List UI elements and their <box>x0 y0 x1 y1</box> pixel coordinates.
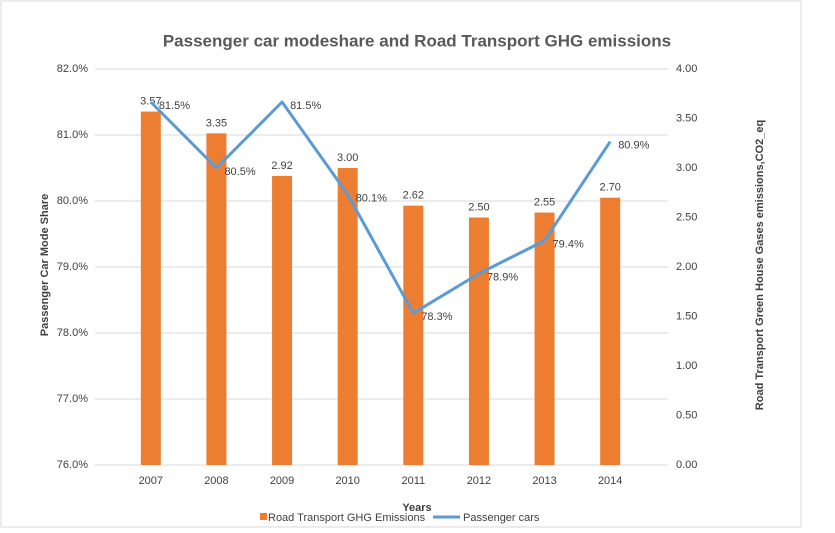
y2-tick-label: 0.00 <box>676 459 697 471</box>
legend-label: Passenger cars <box>463 512 540 524</box>
y2-tick-label: 4.00 <box>676 63 697 75</box>
line-label: 80.9% <box>618 140 649 152</box>
bar-label: 2.62 <box>403 190 424 202</box>
line-label: 78.9% <box>487 272 518 284</box>
bar <box>534 212 555 465</box>
y-tick-label: 76.0% <box>57 459 88 471</box>
line-label: 79.4% <box>553 239 584 251</box>
line-label: 81.5% <box>159 100 190 112</box>
y-tick-label: 78.0% <box>57 327 88 339</box>
line <box>149 100 612 315</box>
y-tick-label: 81.0% <box>57 129 88 141</box>
x-tick-label: 2008 <box>204 475 228 487</box>
y2-tick-label: 0.50 <box>676 409 697 421</box>
bar <box>337 168 358 465</box>
y2-axis-title: Road Transport Green House Gases emissio… <box>754 120 766 410</box>
legend-label: Road Transport GHG Emissions <box>268 512 426 524</box>
bar-label: 2.50 <box>468 201 489 213</box>
y-tick-label: 77.0% <box>57 393 88 405</box>
bar <box>272 175 293 466</box>
bar <box>206 133 227 465</box>
x-tick-label: 2013 <box>532 475 556 487</box>
bar-label: 2.92 <box>271 160 292 172</box>
x-tick-label: 2010 <box>335 475 359 487</box>
line-label: 78.3% <box>421 311 452 323</box>
bar-label: 3.35 <box>206 117 227 129</box>
bar-label: 2.55 <box>534 196 555 208</box>
line-label: 81.5% <box>290 100 321 112</box>
x-tick-label: 2012 <box>467 475 491 487</box>
y-axis-title: Passenger Car Mode Share <box>39 194 51 336</box>
chart-title: Passenger car modeshare and Road Transpo… <box>163 31 671 50</box>
y2-tick-label: 1.50 <box>676 310 697 322</box>
y-tick-label: 79.0% <box>57 261 88 273</box>
y-tick-label: 80.0% <box>57 195 88 207</box>
x-tick-label: 2007 <box>139 475 163 487</box>
bar-label: 2.70 <box>599 182 620 194</box>
bar-label: 3.57 <box>140 95 161 107</box>
chart-frame <box>0 0 802 528</box>
bar <box>140 111 161 465</box>
bar <box>403 205 424 465</box>
y2-tick-label: 3.50 <box>676 112 697 124</box>
y2-tick-label: 2.00 <box>676 261 697 273</box>
x-tick-label: 2009 <box>270 475 294 487</box>
x-tick-label: 2014 <box>598 475 622 487</box>
y2-tick-label: 2.50 <box>676 211 697 223</box>
line-label: 80.1% <box>356 192 387 204</box>
bar-label: 3.00 <box>337 152 358 164</box>
x-tick-label: 2011 <box>401 475 425 487</box>
x-axis-title: Years <box>402 502 431 514</box>
y2-tick-label: 3.00 <box>676 162 697 174</box>
bar <box>468 217 489 465</box>
y-tick-label: 82.0% <box>57 63 88 75</box>
bar <box>600 197 621 465</box>
legend-swatch <box>260 513 267 520</box>
line-label: 80.5% <box>224 166 255 178</box>
y2-tick-label: 1.00 <box>676 360 697 372</box>
